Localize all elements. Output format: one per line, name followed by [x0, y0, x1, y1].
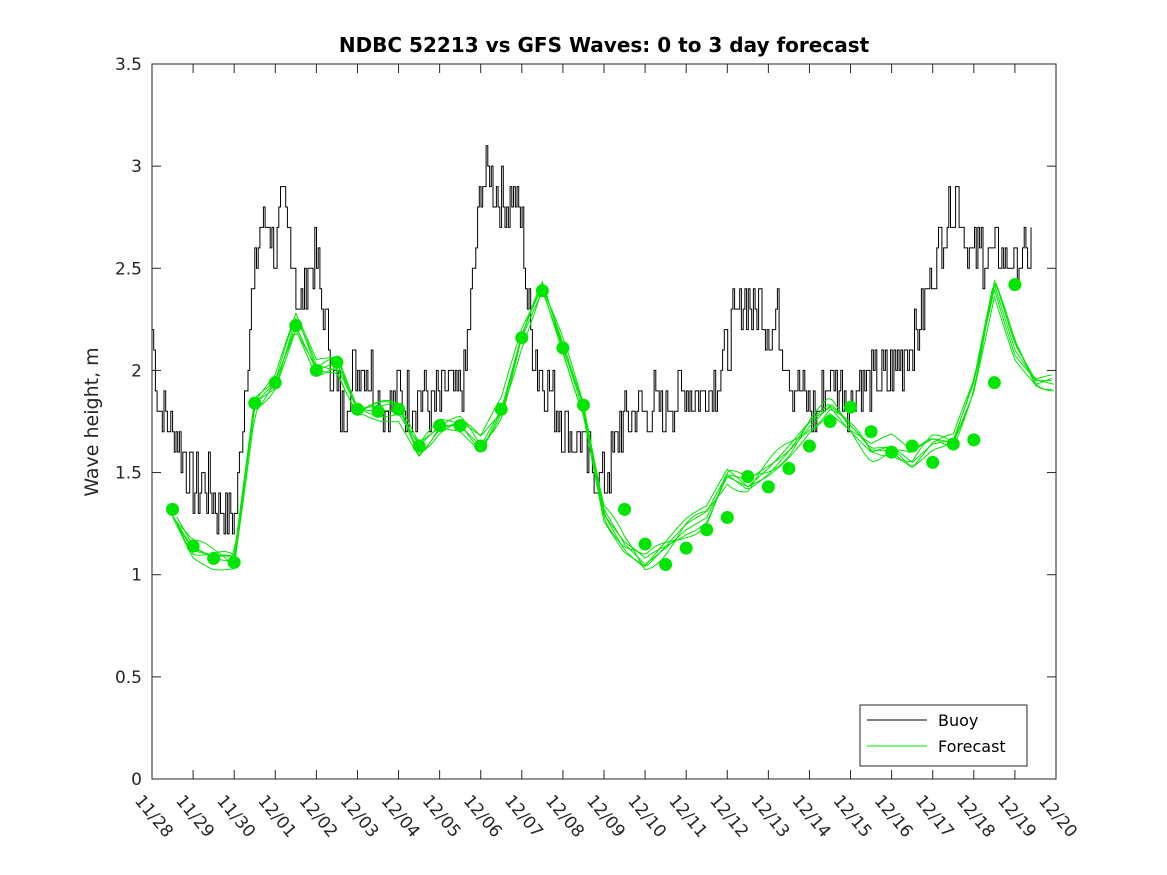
y-tick-label: 0	[131, 770, 142, 790]
forecast-marker	[844, 400, 858, 414]
forecast-marker	[987, 376, 1001, 390]
forecast-marker	[823, 415, 837, 428]
forecast-marker	[618, 502, 632, 516]
forecast-marker	[535, 284, 549, 298]
forecast-marker	[453, 419, 467, 433]
legend-forecast-label: Forecast	[938, 737, 1006, 756]
legend: Buoy Forecast	[859, 704, 1028, 767]
forecast-marker	[946, 437, 960, 451]
y-tick-label: 3.5	[115, 55, 142, 75]
plot-area	[152, 64, 1056, 779]
forecast-marker	[289, 318, 303, 332]
forecast-marker	[433, 419, 447, 433]
forecast-marker	[864, 425, 878, 439]
forecast-marker	[741, 470, 755, 484]
forecast-marker	[166, 502, 180, 516]
forecast-marker	[885, 445, 899, 459]
forecast-line	[176, 282, 1052, 566]
forecast-marker	[474, 439, 488, 453]
forecast-marker	[802, 439, 816, 453]
forecast-marker	[350, 402, 364, 416]
y-tick-label: 1	[131, 566, 142, 586]
forecast-marker	[782, 461, 796, 475]
y-tick-label: 3	[131, 157, 142, 177]
forecast-marker	[905, 439, 919, 453]
forecast-marker	[679, 541, 693, 555]
y-tick-label: 1.5	[115, 464, 142, 484]
forecast-marker	[576, 398, 590, 412]
y-axis-label: Wave height, m	[81, 347, 103, 496]
forecast-marker	[371, 404, 385, 418]
forecast-marker	[1008, 278, 1022, 292]
forecast-marker	[227, 555, 241, 569]
forecast-marker	[515, 331, 529, 345]
forecast-marker	[700, 523, 714, 537]
forecast-marker	[967, 433, 981, 447]
forecast-marker	[659, 558, 673, 571]
forecast-marker	[638, 537, 652, 551]
forecast-marker	[926, 455, 940, 469]
legend-box	[859, 704, 1028, 767]
y-tick-label: 2	[131, 361, 142, 381]
forecast-marker	[248, 396, 262, 410]
chart-title: NDBC 52213 vs GFS Waves: 0 to 3 day fore…	[339, 33, 870, 57]
forecast-marker	[720, 511, 734, 525]
y-axis: 0 0.5 1 1.5 2 2.5 3 3.5	[115, 55, 1056, 790]
forecast-marker	[268, 376, 282, 390]
buoy-series	[152, 145, 1032, 535]
forecast-line	[172, 286, 1053, 571]
legend-buoy-label: Buoy	[938, 711, 978, 730]
y-tick-label: 2.5	[115, 259, 142, 279]
y-tick-label: 0.5	[115, 668, 142, 688]
forecast-marker	[207, 551, 221, 565]
forecast-marker	[556, 341, 570, 355]
forecast-marker	[309, 363, 323, 377]
forecast-marker	[392, 402, 406, 416]
buoy-line	[152, 145, 1032, 535]
forecast-line	[176, 279, 1052, 571]
forecast-marker	[761, 480, 775, 494]
forecast-marker	[494, 402, 508, 416]
forecast-markers	[166, 278, 1022, 571]
forecast-marker	[330, 355, 344, 369]
forecast-marker	[412, 439, 426, 453]
forecast-marker	[186, 539, 200, 553]
